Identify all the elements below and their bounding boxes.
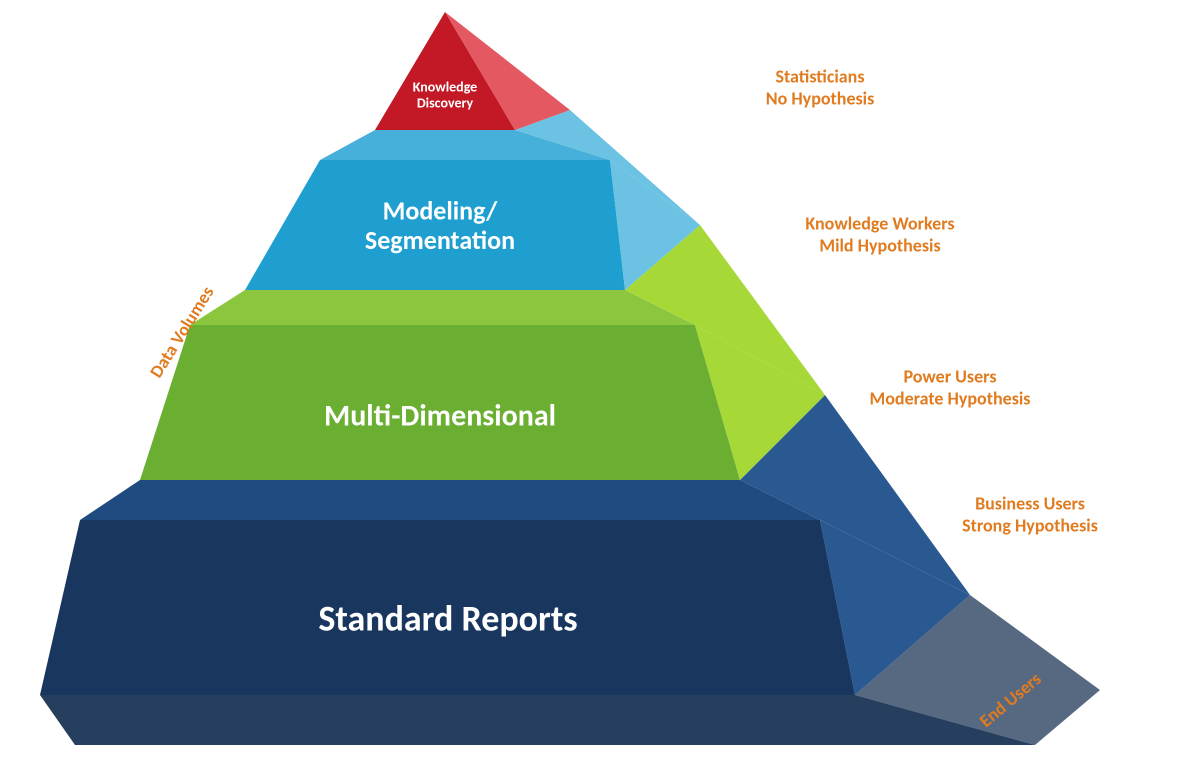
annotation-line: Mild Hypothesis — [819, 234, 940, 256]
annotation-line: Statisticians — [775, 65, 864, 87]
level-label: Multi-Dimensional — [324, 397, 556, 434]
pyramid-level-l0: KnowledgeDiscovery — [375, 12, 570, 130]
annotation-l2: Power UsersModerate Hypothesis — [870, 365, 1031, 409]
annotation-l0: StatisticiansNo Hypothesis — [766, 65, 875, 109]
annotation-line: No Hypothesis — [766, 87, 875, 109]
pyramid-diagram: Standard Reports Multi-Dimensional Modelin… — [0, 0, 1200, 771]
annotation-line: Strong Hypothesis — [962, 514, 1098, 536]
level-label: Knowledge — [413, 78, 477, 95]
annotation-l1: Knowledge WorkersMild Hypothesis — [805, 212, 954, 256]
annotation-l3: Business UsersStrong Hypothesis — [962, 492, 1098, 536]
annotation-line: Business Users — [975, 492, 1085, 514]
annotation-line: Moderate Hypothesis — [870, 387, 1031, 409]
pyramid-level-l1: Modeling/Segmentation — [245, 110, 700, 290]
annotation-line: Power Users — [903, 365, 996, 387]
annotation-line: Knowledge Workers — [805, 212, 954, 234]
level-label: Standard Reports — [318, 597, 577, 641]
level-label: Segmentation — [365, 224, 515, 256]
level-label: Discovery — [417, 94, 474, 111]
level-label: Modeling/ — [383, 194, 499, 226]
